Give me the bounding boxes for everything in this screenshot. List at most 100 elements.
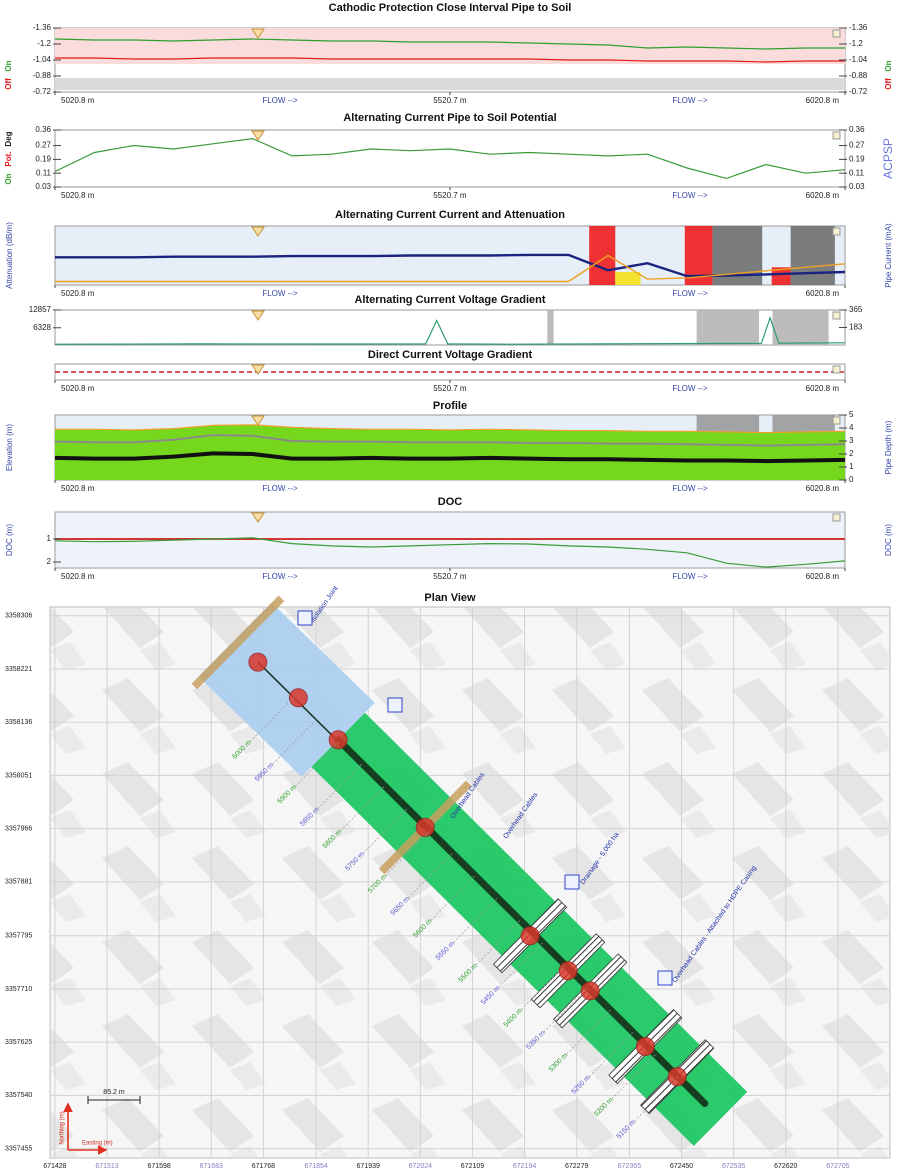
page-body: {"chart_data": [ {"type": "line", "title…: [0, 0, 898, 1173]
y-tick-label-right: 0.11: [849, 168, 865, 177]
y-tick-label: 0.19: [35, 154, 51, 163]
flow-label: FLOW -->: [262, 572, 298, 581]
y-tick-label: 3358051: [5, 772, 32, 779]
y-tick-label: 3357625: [5, 1039, 32, 1046]
x-tick-label: 5020.8 m: [61, 289, 95, 298]
x-tick-label: 6020.8 m: [806, 289, 840, 298]
x-tick-label: 6020.8 m: [806, 384, 840, 393]
flag-marker: [833, 312, 840, 319]
weld-marker: [559, 962, 577, 980]
y2-tick-label: 2: [849, 449, 854, 458]
y2-tick-label: 4: [849, 423, 854, 432]
flag-marker: [833, 417, 840, 424]
x-tick-label: 671513: [95, 1163, 118, 1170]
x-tick-label: 5520.7 m: [433, 384, 467, 393]
y-tick-label: -0.72: [33, 87, 52, 96]
dashboard: Cathodic Protection Close Interval Pipe …: [0, 0, 898, 1173]
y-tick-label: 0.27: [35, 141, 51, 150]
y2-tick-label: 1: [849, 462, 854, 471]
y-tick-label: 0.36: [35, 125, 51, 134]
y-tick-label: -1.04: [33, 55, 52, 64]
y-tick-label: -1.36: [33, 23, 52, 32]
y2-tick-label: 3: [849, 436, 854, 445]
x-tick-label: 672194: [513, 1163, 536, 1170]
y-tick-label: 6328: [33, 323, 51, 332]
x-tick-label: 6020.8 m: [806, 572, 840, 581]
panel-title: Plan View: [424, 592, 476, 604]
weld-marker: [668, 1068, 686, 1086]
y2-tick-label: 0: [849, 475, 854, 484]
y-tick-label: -0.88: [33, 71, 52, 80]
panel-title: Alternating Current Current and Attenuat…: [335, 209, 565, 221]
x-tick-label: 671854: [304, 1163, 327, 1170]
y-tick-label: 3358306: [5, 613, 32, 620]
x-tick-label: 6020.8 m: [806, 484, 840, 493]
scale-label: 85.2 m: [103, 1089, 125, 1096]
x-tick-label: 672535: [722, 1163, 745, 1170]
highlight-region: [547, 310, 553, 345]
x-tick-label: 5520.7 m: [433, 191, 467, 200]
weld-marker: [416, 818, 434, 836]
feature-icon: [298, 611, 312, 625]
weld-marker: [289, 689, 307, 707]
x-tick-label: 5020.8 m: [61, 96, 95, 105]
y-tick-label: 2: [47, 557, 52, 566]
northing-label: Northing (m): [60, 1111, 66, 1144]
panel-title: Alternating Current Voltage Gradient: [354, 294, 545, 306]
x-tick-label: 671598: [147, 1163, 170, 1170]
flag-marker: [833, 30, 840, 37]
y-tick-label: 3357455: [5, 1145, 32, 1152]
flow-label: FLOW -->: [672, 484, 708, 493]
y-tick-label: 3358136: [5, 719, 32, 726]
panel-title: Alternating Current Pipe to Soil Potenti…: [343, 112, 556, 124]
flow-label: FLOW -->: [262, 96, 298, 105]
x-tick-label: 671428: [43, 1163, 66, 1170]
series-name: On: [4, 60, 13, 71]
x-tick-label: 5020.8 m: [61, 572, 95, 581]
threshold-band: [55, 78, 845, 90]
y-tick-label-right: -0.88: [849, 71, 868, 80]
y-tick-label: 3357710: [5, 986, 32, 993]
feature-icon: [388, 698, 402, 712]
weld-marker: [581, 982, 599, 1000]
y-tick-label: 3358221: [5, 666, 32, 673]
y-tick-label-right: 0.27: [849, 141, 865, 150]
series-name: Off: [884, 78, 893, 90]
x-tick-label: 671683: [200, 1163, 223, 1170]
flag-marker: [833, 366, 840, 373]
x-tick-label: 5020.8 m: [61, 191, 95, 200]
y-tick-label-right: 0.19: [849, 154, 865, 163]
weld-marker: [636, 1038, 654, 1056]
x-tick-label: 672620: [774, 1163, 797, 1170]
y-label: DOC (m): [5, 524, 14, 556]
y-tick-label-right: -1.04: [849, 55, 868, 64]
panel-title: Direct Current Voltage Gradient: [368, 349, 533, 361]
x-tick-label: 672024: [409, 1163, 432, 1170]
y-tick-label: 1: [47, 534, 52, 543]
y-tick-label-right: -1.36: [849, 23, 868, 32]
y2-label: Pipe Depth (m): [884, 420, 893, 474]
x-tick-label: 672705: [826, 1163, 849, 1170]
y-label-part: Pot.: [4, 151, 13, 166]
panel-title: Profile: [433, 400, 467, 412]
flow-label: FLOW -->: [672, 191, 708, 200]
flag-marker: [833, 132, 840, 139]
series-area: [55, 425, 845, 480]
y-tick-label-right: -1.2: [849, 39, 863, 48]
highlight-region: [615, 272, 640, 285]
weld-marker: [521, 927, 539, 945]
page: Pipeline survey html, body { margin: 0; …: [0, 0, 898, 1173]
x-tick-label: 672279: [565, 1163, 588, 1170]
y2-tick-label: 365: [849, 305, 863, 314]
flow-label: FLOW -->: [672, 289, 708, 298]
highlight-region: [791, 226, 835, 285]
flow-label: FLOW -->: [672, 96, 708, 105]
flow-label: FLOW -->: [672, 572, 708, 581]
y-label-part: Deg: [4, 131, 13, 146]
panel-title: DOC: [438, 496, 463, 508]
highlight-region: [589, 226, 615, 285]
y-tick-label: 3357540: [5, 1092, 32, 1099]
series-name: On: [884, 60, 893, 71]
flow-label: FLOW -->: [262, 484, 298, 493]
y-tick-label: 12857: [29, 305, 52, 314]
